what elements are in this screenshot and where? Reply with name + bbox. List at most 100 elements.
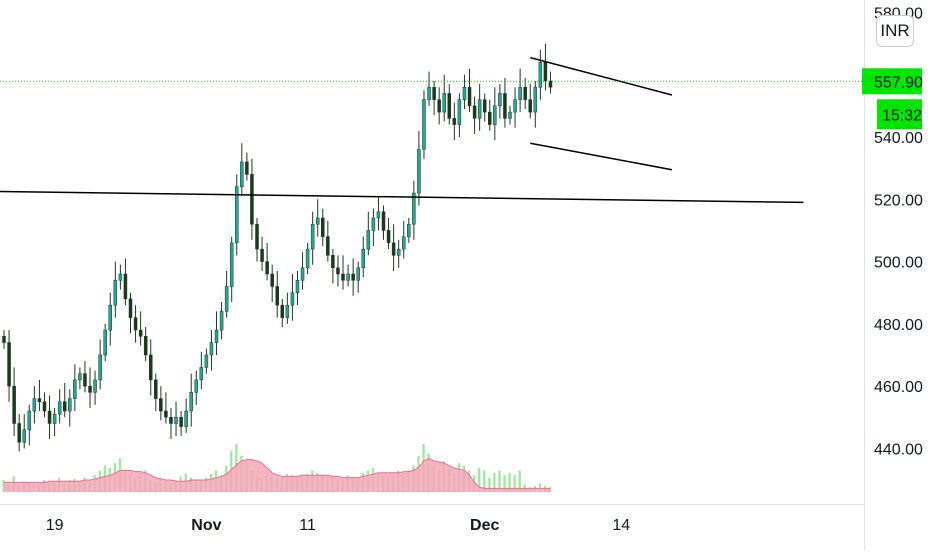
candle-body [184, 410, 188, 427]
candle-body [265, 261, 269, 275]
candle-body [2, 336, 6, 343]
volume-bar [483, 470, 486, 492]
candle-body [37, 398, 42, 402]
candle-body [123, 273, 128, 300]
candle-body [326, 236, 330, 256]
candle-body [108, 304, 113, 331]
candle-body [391, 242, 396, 256]
candle-body [513, 99, 517, 113]
candle-body [523, 86, 527, 100]
countdown-value: 15:32 [882, 107, 922, 124]
candle-body [78, 373, 82, 381]
candle-body [113, 280, 118, 306]
candle-body [386, 230, 391, 244]
candle-body [275, 286, 279, 306]
candle-body [169, 417, 173, 424]
candle-body [179, 417, 183, 427]
candle-body [224, 286, 229, 312]
candle-body [543, 62, 548, 82]
currency-button[interactable]: INR [876, 15, 914, 47]
price-tick-label: 480.00 [874, 317, 923, 334]
candle-body [457, 99, 462, 125]
candle-body [452, 118, 457, 125]
candle-body [270, 273, 274, 287]
candle-body [442, 93, 446, 113]
candle-body [138, 329, 143, 337]
candle-body [199, 367, 204, 381]
candle-body [159, 398, 163, 412]
candle-body [371, 217, 376, 231]
candle-body [154, 379, 158, 399]
candle-body [285, 304, 290, 318]
candle-body [52, 413, 57, 424]
candle-body [93, 379, 97, 393]
channel-lower-line[interactable] [530, 142, 673, 171]
candle-body [401, 236, 406, 250]
candle-body [118, 273, 123, 281]
candles-layer [2, 43, 553, 452]
candle-body [83, 373, 87, 387]
candle-body [148, 354, 153, 381]
date-tick-label: 14 [612, 517, 630, 534]
candle-body [214, 329, 219, 343]
candle-body [477, 99, 482, 119]
candle-body [22, 429, 26, 443]
candle-body [548, 80, 553, 88]
candle-body [361, 248, 366, 269]
volume-bar [493, 472, 496, 492]
price-tick-label: 440.00 [874, 441, 923, 458]
volume-layer [2, 444, 552, 492]
candle-body [366, 230, 371, 250]
candle-body [88, 385, 92, 393]
volume-bar [478, 468, 481, 492]
candle-body [204, 354, 209, 368]
candle-body [7, 342, 11, 387]
candle-body [73, 379, 77, 399]
candle-body [351, 273, 355, 281]
price-tick-label: 520.00 [874, 192, 923, 209]
candle-body [462, 86, 467, 100]
price-tick-label: 540.00 [874, 130, 923, 147]
candle-body [57, 401, 62, 415]
candle-body [295, 280, 300, 293]
candle-body [290, 292, 295, 306]
candle-body [467, 86, 472, 107]
volume-bar [503, 475, 506, 492]
candle-body [498, 93, 502, 107]
candle-body [518, 86, 522, 100]
candle-body [98, 354, 102, 381]
volume-bar [508, 472, 511, 492]
candle-body [12, 385, 16, 424]
candle-body [133, 317, 138, 331]
candle-body [32, 398, 37, 412]
last-price-badge [862, 68, 922, 95]
channel-upper-line[interactable] [530, 56, 673, 96]
candle-body [42, 401, 47, 412]
candle-body [255, 223, 259, 250]
candle-body [412, 192, 416, 225]
candle-body [280, 304, 285, 318]
candle-body [321, 217, 325, 237]
volume-ma-line [4, 457, 551, 489]
date-tick-label: 19 [46, 517, 64, 534]
candle-body [300, 267, 305, 281]
volume-bar [518, 470, 521, 492]
volume-ma-area [4, 458, 551, 492]
volume-bar [513, 475, 516, 492]
price-tick-label: 460.00 [874, 379, 923, 396]
candle-body [528, 99, 532, 113]
candle-body [164, 410, 168, 418]
candle-body [396, 248, 401, 256]
candle-body [472, 105, 477, 119]
candle-body [62, 401, 67, 412]
candle-body [128, 298, 133, 318]
candle-body [482, 99, 487, 113]
candle-body [427, 86, 431, 100]
candle-body [341, 273, 345, 281]
horizontal-support-line[interactable] [0, 190, 804, 204]
volume-bar [538, 483, 542, 492]
candle-body [310, 223, 315, 250]
